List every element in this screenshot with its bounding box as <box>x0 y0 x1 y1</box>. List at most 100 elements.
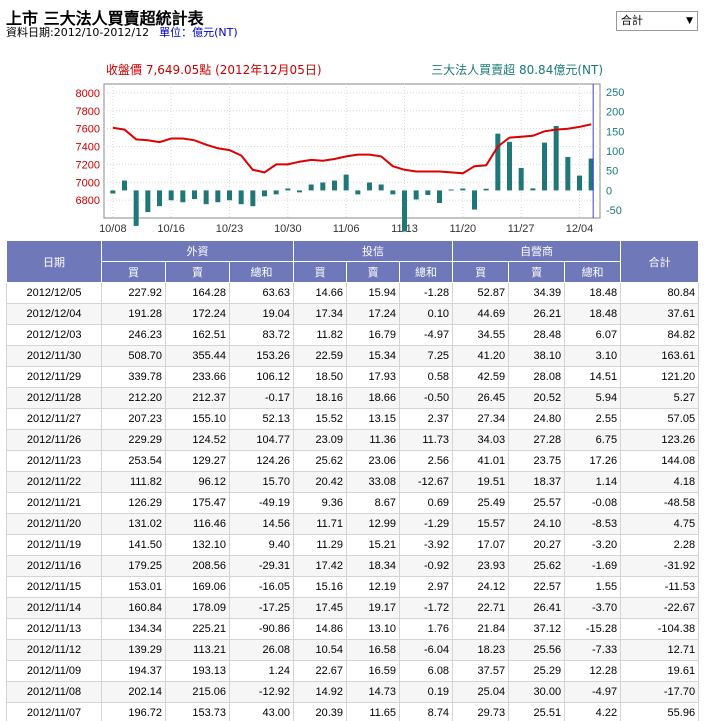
cell-foreign-buy: 229.29 <box>101 429 166 451</box>
cell-trust-buy: 14.66 <box>293 282 348 304</box>
cell-foreign-sell: 116.46 <box>165 513 230 535</box>
x-axis-tick-label: 10/30 <box>274 223 302 235</box>
table-row: 2012/11/07 196.72 153.73 43.00 20.39 11.65 8.7… <box>6 702 700 721</box>
net-buy-bar <box>273 190 279 195</box>
net-buy-bar <box>355 190 361 195</box>
date-range: 資料日期:2012/10-2012/12 <box>6 26 150 39</box>
cell-foreign-net: -29.31 <box>228 555 295 577</box>
net-buy-bar <box>110 190 116 194</box>
right-axis-tick-label: -50 <box>606 205 622 217</box>
net-buy-bar <box>530 188 536 191</box>
chart-right-title: 三大法人買賣超 80.84億元(NT) <box>431 62 603 77</box>
cell-trust-net: 11.73 <box>399 429 454 451</box>
cell-foreign-sell: 113.21 <box>165 639 230 661</box>
table-row: 2012/11/27 207.23 155.10 52.13 15.52 13.15 2.3… <box>6 408 700 430</box>
table-row: 2012/11/22 111.82 96.12 15.70 20.42 33.08 -12.… <box>6 471 700 493</box>
net-buy-bar <box>227 190 232 201</box>
cell-trust-buy: 14.92 <box>293 681 348 703</box>
cell-trust-buy: 10.54 <box>293 639 348 661</box>
cell-foreign-sell: 175.47 <box>165 492 230 514</box>
left-axis-tick-label: 6800 <box>76 195 100 207</box>
x-axis-tick-label: 10/08 <box>99 223 127 235</box>
cell-trust-net: 0.69 <box>399 492 454 514</box>
cell-date: 2012/11/30 <box>6 345 102 367</box>
cell-foreign-buy: 160.84 <box>101 597 166 619</box>
col-header-trust: 投信 <box>293 240 454 262</box>
cell-foreign-buy: 179.25 <box>101 555 166 577</box>
cell-trust-net: 1.76 <box>399 618 454 640</box>
table-row: 2012/11/26 229.29 124.52 104.77 23.09 11.36 11… <box>6 429 700 451</box>
table-row: 2012/11/28 212.20 212.37 -0.17 18.16 18.66 -0.… <box>6 387 700 409</box>
net-buy-bar <box>402 190 407 232</box>
cell-trust-buy: 20.39 <box>293 702 348 721</box>
cell-total: -31.92 <box>620 555 700 577</box>
table-row: 2012/12/04 191.28 172.24 19.04 17.34 17.24 0.1… <box>6 303 700 325</box>
cell-foreign-sell: 124.52 <box>165 429 230 451</box>
cell-foreign-sell: 193.13 <box>165 660 230 682</box>
cell-trust-sell: 18.34 <box>346 555 401 577</box>
net-buy-bar <box>390 190 396 195</box>
cell-dealer-net: -3.20 <box>564 534 622 556</box>
net-buy-bar <box>203 190 209 205</box>
cell-foreign-buy: 246.23 <box>101 324 166 346</box>
table-row: 2012/11/30 508.70 355.44 153.26 22.59 15.34 7.… <box>6 345 700 367</box>
cell-dealer-net: -0.08 <box>564 492 622 514</box>
cell-dealer-sell: 26.21 <box>508 303 566 325</box>
cell-foreign-buy: 139.29 <box>101 639 166 661</box>
net-buy-bar <box>577 175 582 191</box>
cell-date: 2012/11/13 <box>6 618 102 640</box>
left-axis-tick-label: 7800 <box>76 106 100 118</box>
net-buy-bar <box>320 182 326 191</box>
table-row: 2012/12/03 246.23 162.51 83.72 11.82 16.79 -4.… <box>6 324 700 346</box>
cell-date: 2012/11/09 <box>6 660 102 682</box>
cell-trust-sell: 16.58 <box>346 639 401 661</box>
sub-header-foreign-buy: 買 <box>101 261 166 283</box>
cell-foreign-buy: 508.70 <box>101 345 166 367</box>
table-row: 2012/12/05 227.92 164.28 63.63 14.66 15.94 -1.… <box>6 282 700 304</box>
summary-type-select[interactable]: 合計 ▼ <box>616 11 698 31</box>
cell-foreign-net: 153.26 <box>228 345 295 367</box>
col-header-foreign: 外資 <box>100 240 295 262</box>
net-buy-bar <box>565 156 571 191</box>
cell-dealer-sell: 27.28 <box>508 429 566 451</box>
sub-header-foreign-net: 總和 <box>228 261 295 283</box>
cell-trust-net: -1.28 <box>399 282 454 304</box>
cell-foreign-buy: 191.28 <box>101 303 166 325</box>
cell-dealer-sell: 25.51 <box>508 702 566 721</box>
cell-trust-buy: 18.50 <box>293 366 348 388</box>
table-row: 2012/11/19 141.50 132.10 9.40 11.29 15.21 -3.9… <box>6 534 700 556</box>
table-row: 2012/11/21 126.29 175.47 -49.19 9.36 8.67 0.69… <box>6 492 700 514</box>
summary-type-selected: 合計 <box>621 14 643 27</box>
net-buy-bar <box>437 190 442 203</box>
left-axis-tick-label: 8000 <box>76 88 100 100</box>
cell-trust-sell: 11.36 <box>346 429 401 451</box>
cell-foreign-buy: 194.37 <box>101 660 166 682</box>
cell-total: 123.26 <box>620 429 700 451</box>
cell-total: -11.53 <box>620 576 700 598</box>
cell-dealer-buy: 25.49 <box>452 492 510 514</box>
left-axis-tick-label: 7000 <box>76 177 100 189</box>
net-buy-bar <box>542 142 547 191</box>
cell-date: 2012/11/22 <box>6 471 102 493</box>
cell-foreign-buy: 126.29 <box>101 492 166 514</box>
cell-dealer-net: 3.10 <box>564 345 622 367</box>
table-row: 2012/11/09 194.37 193.13 1.24 22.67 16.59 6.08… <box>6 660 700 682</box>
cell-foreign-net: -12.92 <box>228 681 295 703</box>
cell-foreign-net: -17.25 <box>228 597 295 619</box>
cell-dealer-buy: 24.12 <box>452 576 510 598</box>
cell-dealer-net: -7.33 <box>564 639 622 661</box>
net-buy-bar <box>448 189 454 191</box>
cell-total: 144.08 <box>620 450 700 472</box>
sub-header-trust-buy: 買 <box>293 261 348 283</box>
net-buy-bar <box>518 167 524 191</box>
sub-header-dealer-net: 總和 <box>564 261 622 283</box>
x-axis-tick-label: 10/16 <box>157 223 185 235</box>
cell-foreign-net: 43.00 <box>228 702 295 721</box>
cell-total: 57.05 <box>620 408 700 430</box>
cell-dealer-sell: 34.39 <box>508 282 566 304</box>
net-buy-bar <box>460 188 466 191</box>
cell-trust-net: 0.58 <box>399 366 454 388</box>
cell-dealer-sell: 25.62 <box>508 555 566 577</box>
cell-foreign-net: 106.12 <box>228 366 295 388</box>
cell-trust-buy: 22.67 <box>293 660 348 682</box>
